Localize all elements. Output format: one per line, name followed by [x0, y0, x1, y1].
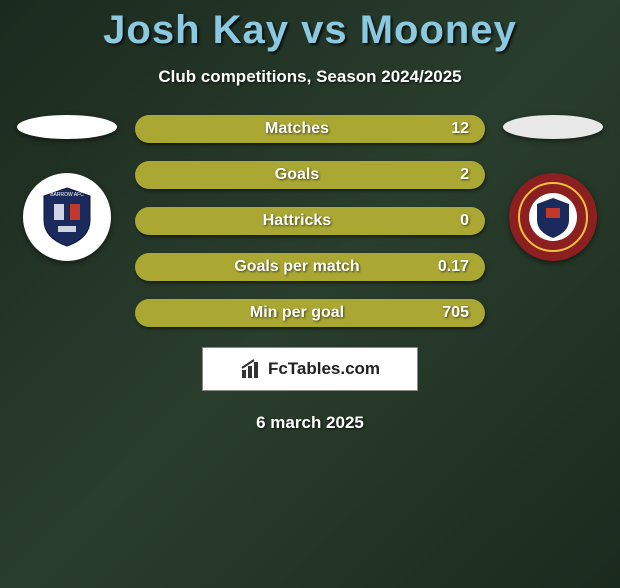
stat-label: Min per goal [135, 304, 429, 322]
stat-bars: Matches 12 Goals 2 Hattricks 0 Goals per… [135, 115, 485, 327]
stat-label: Hattricks [135, 212, 429, 230]
date-label: 6 march 2025 [0, 413, 620, 433]
stat-row: Matches 12 [135, 115, 485, 143]
left-club-badge: BARROW AFC [23, 173, 111, 261]
crest-icon [516, 180, 590, 254]
right-club-badge [509, 173, 597, 261]
stat-label: Goals [135, 166, 429, 184]
stat-row: Goals per match 0.17 [135, 253, 485, 281]
page-subtitle: Club competitions, Season 2024/2025 [0, 67, 620, 87]
stat-label: Goals per match [135, 258, 429, 276]
stat-value: 0 [429, 212, 469, 230]
left-ellipse [17, 115, 117, 139]
stat-row: Min per goal 705 [135, 299, 485, 327]
left-side: BARROW AFC [17, 115, 117, 261]
stat-value: 705 [429, 304, 469, 322]
stat-value: 12 [429, 120, 469, 138]
stat-value: 2 [429, 166, 469, 184]
svg-text:BARROW AFC: BARROW AFC [50, 192, 84, 198]
bar-chart-icon [240, 358, 262, 380]
right-side [503, 115, 603, 261]
page-title: Josh Kay vs Mooney [0, 8, 620, 53]
stat-row: Goals 2 [135, 161, 485, 189]
shield-icon: BARROW AFC [32, 182, 102, 252]
right-ellipse [503, 115, 603, 139]
stat-label: Matches [135, 120, 429, 138]
comparison-content: BARROW AFC Matches 12 Goals 2 Hattricks … [0, 115, 620, 327]
stat-value: 0.17 [429, 258, 469, 276]
brand-text: FcTables.com [268, 359, 380, 379]
brand-box[interactable]: FcTables.com [202, 347, 418, 391]
stat-row: Hattricks 0 [135, 207, 485, 235]
